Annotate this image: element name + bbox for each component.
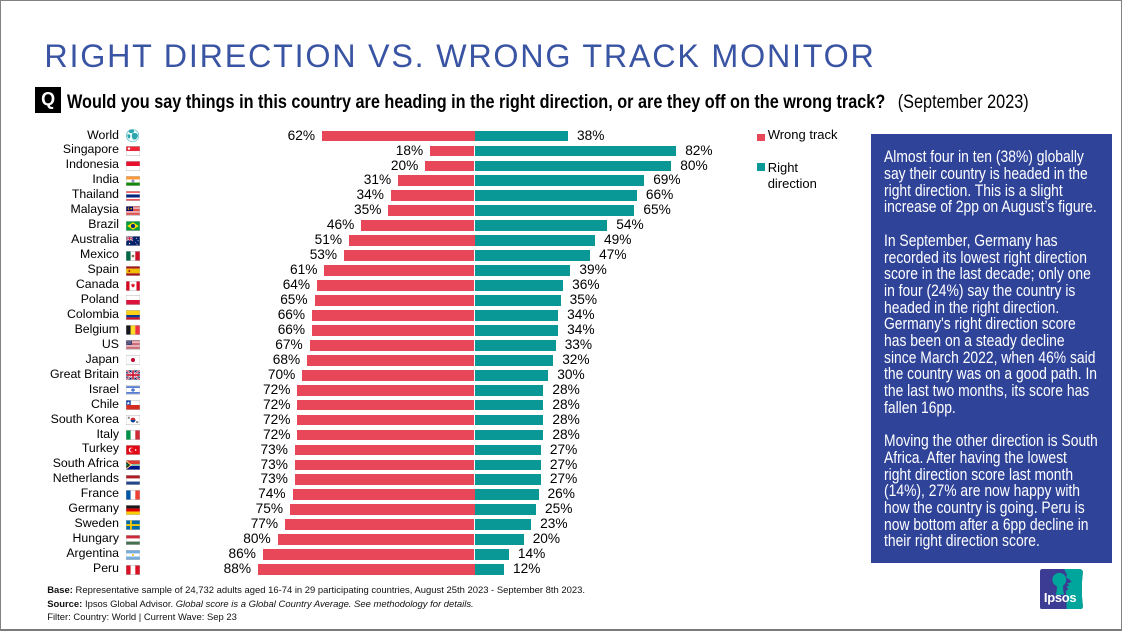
svg-text:Ipsos: Ipsos: [1044, 590, 1077, 605]
